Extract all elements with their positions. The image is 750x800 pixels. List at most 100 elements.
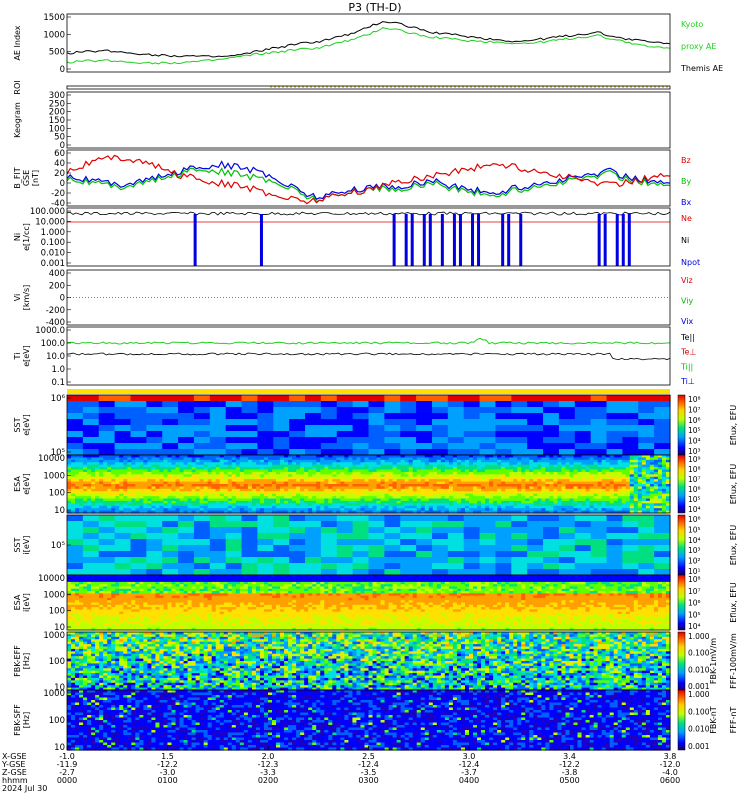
series-npot xyxy=(507,214,511,266)
plot-title: P3 (TH-D) xyxy=(348,1,401,14)
y-tick-label: 0 xyxy=(60,65,65,75)
y-tick-label: 0.100 xyxy=(41,238,65,248)
y-tick-label: 1000.0 xyxy=(35,326,65,336)
x-tick-label: 2.5 xyxy=(362,752,375,761)
y-tick-label: 1.0 xyxy=(51,365,65,375)
sst-header-band xyxy=(67,389,670,394)
series-npot xyxy=(621,214,625,266)
x-tick-label: -3.0 xyxy=(160,768,176,777)
legend-entry: Ne xyxy=(681,214,692,223)
series-ti-par xyxy=(66,337,671,345)
colorbar-tick: 10⁵ xyxy=(688,610,701,619)
y-tick-label: -20 xyxy=(51,189,65,199)
panel-frame xyxy=(66,149,671,207)
y-axis-label: e[eV] xyxy=(22,414,31,436)
y-tick-label: 10.0 xyxy=(46,352,65,362)
colorbar-tick: 10² xyxy=(688,557,701,566)
series-npot xyxy=(193,214,197,266)
panel-fbk_e: 1.000 0.100 0.010 0.001 FFF-100mV/m FBK-1mV/m… xyxy=(13,631,738,693)
x-tick-label: -12.4 xyxy=(459,760,480,769)
series-by xyxy=(66,167,671,203)
y-tick-label: 100.000 xyxy=(30,207,65,217)
legend-entry: Ti|| xyxy=(680,362,693,371)
panel-esa_i: 10⁸ 10⁷ 10⁶ 10⁵ 10⁴ Eflux, EFU 10000 1000 100 10 E… xyxy=(13,574,738,633)
y-tick-label: 300 xyxy=(49,91,65,101)
series-ni xyxy=(66,211,671,216)
x-tick-label: -12.0 xyxy=(660,760,681,769)
y-tick-label: 500 xyxy=(49,48,65,58)
y-tick-label: 10⁶ xyxy=(51,394,66,404)
x-tick-label: -4.0 xyxy=(662,768,678,777)
x-tick-label: -12.2 xyxy=(559,760,580,769)
colorbar-tick: 10⁶ xyxy=(688,515,701,524)
panel-frame xyxy=(66,207,671,267)
y-tick-label: 1000 xyxy=(43,689,65,699)
y-tick-label: 0.1 xyxy=(51,378,65,388)
y-tick-label: 100 xyxy=(49,607,65,617)
legend-entry: Viy xyxy=(681,297,694,306)
colorbar-tick: 10⁴ xyxy=(688,536,701,545)
colorbar-tick: 10⁷ xyxy=(688,405,701,414)
legend-entry: Bz xyxy=(681,156,691,165)
y-tick-label: 250 xyxy=(49,99,65,109)
y-axis-label: Vi xyxy=(13,294,22,302)
x-tick-label: 3.8 xyxy=(664,752,677,761)
x-tick-label: -3.7 xyxy=(461,768,477,777)
y-tick-label: 0 xyxy=(60,179,65,189)
colorbar-tick: 10⁶ xyxy=(688,599,701,608)
colorbar-tick: 10⁴ xyxy=(688,622,701,631)
colorbar-tick: 10⁴ xyxy=(688,505,701,514)
y-tick-label: 10.000 xyxy=(35,217,65,227)
y-axis-label: SST xyxy=(13,417,22,432)
series-npot xyxy=(603,214,607,266)
legend-entry: Vix xyxy=(681,317,694,326)
y-tick-label: -40 xyxy=(51,199,65,209)
colorbar-label: Eflux, EFU xyxy=(729,464,738,505)
x-tick-label: -11.9 xyxy=(57,760,78,769)
y-axis-label: Ti xyxy=(13,353,22,361)
x-tick-label: -12.3 xyxy=(258,760,279,769)
y-axis-label: AE Index xyxy=(13,25,22,60)
y-tick-label: 10000 xyxy=(38,574,65,584)
panel-ti: 1000.0 100.0 10.0 1.0 0.1 Ti e[eV] Te|| Te⊥ Ti|| T… xyxy=(13,326,696,388)
y-tick-label: 1000 xyxy=(43,471,65,481)
panel-frame xyxy=(66,574,671,631)
y-axis-label: [nT] xyxy=(31,170,40,186)
colorbar-tick: 10⁵ xyxy=(688,426,701,435)
legend-entry: Kyoto xyxy=(681,20,703,29)
y-axis-label: GSE xyxy=(22,170,31,186)
colorbar-tick: 10⁸ xyxy=(688,395,701,404)
y-tick-label: 1000 xyxy=(43,30,65,40)
x-tick-label: 0500 xyxy=(559,776,579,785)
y-axis-label: B_FIT xyxy=(13,167,22,188)
panel-frame xyxy=(66,454,671,514)
x-tick-label: 0600 xyxy=(660,776,680,785)
series-npot xyxy=(501,214,505,266)
series-npot xyxy=(404,214,408,266)
y-tick-label: 1500 xyxy=(43,13,65,23)
panel-frame xyxy=(66,85,671,90)
x-axis-labels: -1.0-11.9-2.700001.5-12.2-3.001002.0-12.… xyxy=(1,746,680,793)
y-tick-label: 10 xyxy=(54,683,65,693)
x-tick-label: -12.4 xyxy=(358,760,379,769)
panel-ae: 1500 1000 500 0 AE Index Kyoto proxy AE Themis … xyxy=(13,13,723,75)
y-tick-label: 1000 xyxy=(43,590,65,600)
colorbar-label: FFF-nT xyxy=(729,707,738,734)
series-npot xyxy=(428,214,432,266)
colorbar-tick: 10⁴ xyxy=(688,437,701,446)
series-npot xyxy=(627,214,631,266)
x-row-label: Y-GSE xyxy=(1,760,25,769)
y-tick-label: 100 xyxy=(49,657,65,667)
y-axis-label: FBK-EFF xyxy=(13,645,22,677)
y-tick-label: 50 xyxy=(54,133,65,143)
colorbar-label-2: FBK-1mV/m xyxy=(709,638,718,684)
y-tick-label: -400 xyxy=(46,318,65,328)
y-tick-label: 10⁵ xyxy=(51,541,65,551)
x-tick-label: -3.3 xyxy=(260,768,276,777)
colorbar-tick: 1.000 xyxy=(688,632,710,641)
panel-vi: 400 200 0 -200 -400 Vi [km/s] Viz Viy Vix xyxy=(13,269,694,328)
legend-entry: Npot xyxy=(681,258,700,267)
colorbar-tick: 0.100 xyxy=(688,649,710,658)
